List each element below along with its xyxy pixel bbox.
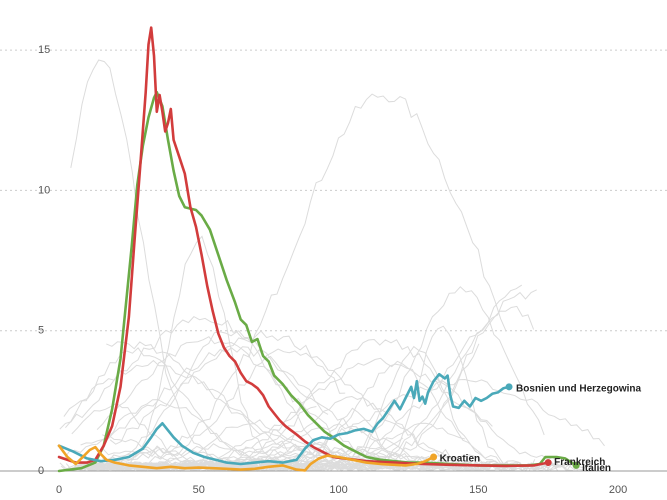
- background-country-line: [68, 443, 522, 471]
- series-endpoint-bosnien-und-herzegowina: [505, 383, 513, 391]
- background-country-line: [95, 437, 404, 472]
- background-country-line: [75, 419, 573, 472]
- series-label-italien: Italien: [582, 463, 611, 474]
- background-country-line: [69, 93, 507, 472]
- x-tick-label: 50: [193, 484, 205, 496]
- x-tick-label: 200: [609, 484, 627, 496]
- series-label-bosnien-und-herzegowina: Bosnien und Herzegowina: [516, 383, 641, 394]
- series-line-bosnien-und-herzegowina: [57, 372, 511, 466]
- series-endpoint-italien: [572, 461, 580, 469]
- background-country-line: [79, 286, 545, 472]
- series-label-frankreich: Frankreich: [554, 457, 605, 468]
- y-tick-label: 0: [38, 465, 44, 477]
- x-tick-label: 0: [56, 484, 62, 496]
- y-tick-label: 10: [38, 184, 50, 196]
- background-country-line: [63, 346, 489, 469]
- series-endpoint-kroatien: [430, 453, 438, 461]
- series-label-kroatien: Kroatien: [440, 454, 481, 465]
- highlighted-series: [57, 26, 580, 473]
- y-tick-label: 15: [38, 44, 50, 56]
- y-tick-label: 5: [38, 325, 44, 337]
- background-country-line: [84, 235, 493, 472]
- background-country-line: [59, 315, 329, 430]
- background-country-line: [109, 330, 491, 467]
- x-tick-label: 150: [469, 484, 487, 496]
- background-country-lines: [59, 59, 605, 472]
- series-endpoint-frankreich: [544, 459, 552, 467]
- series-line-kroatien: [57, 444, 435, 472]
- x-tick-label: 100: [329, 484, 347, 496]
- gridlines: [0, 49, 667, 332]
- background-country-line: [87, 451, 474, 470]
